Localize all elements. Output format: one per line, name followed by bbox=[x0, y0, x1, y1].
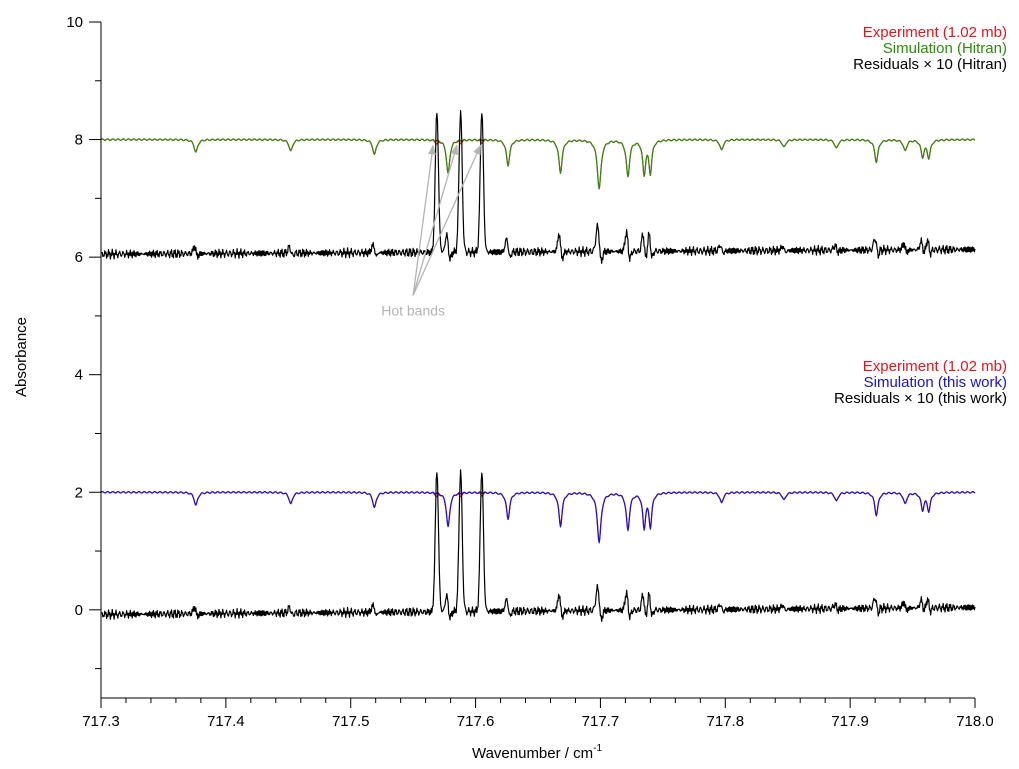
x-tick-label: 717.9 bbox=[831, 713, 869, 730]
x-tick-label: 717.3 bbox=[82, 713, 120, 730]
x-tick-label: 718.0 bbox=[956, 713, 994, 730]
legend-entry: Simulation (Hitran) bbox=[883, 40, 1007, 57]
legend-entry: Residuals × 10 (this work) bbox=[834, 390, 1007, 407]
legend-entry: Residuals × 10 (Hitran) bbox=[853, 56, 1007, 73]
y-tick-label: 0 bbox=[75, 602, 83, 619]
y-tick-label: 10 bbox=[66, 14, 83, 31]
residuals-hitran-line bbox=[100, 109, 976, 264]
simulation-this-work-line bbox=[100, 490, 976, 544]
legend-entry: Experiment (1.02 mb) bbox=[863, 24, 1007, 41]
legends: Experiment (1.02 mb)Simulation (Hitran)R… bbox=[834, 24, 1007, 407]
y-tick-label: 2 bbox=[75, 484, 83, 501]
hot-bands-label: Hot bands bbox=[381, 302, 445, 318]
x-axis-title-main: Wavenumber / cm bbox=[472, 745, 593, 762]
annotation-arrow bbox=[412, 144, 459, 296]
x-ticks: 717.3 717.4 717.5 717.6 717.7 717.8 717.9 718.0 bbox=[82, 698, 994, 730]
y-axis-title: Absorbance bbox=[13, 317, 30, 397]
x-tick-label: 717.8 bbox=[707, 713, 745, 730]
simulation-hitran-line bbox=[100, 138, 976, 190]
x-tick-label: 717.6 bbox=[457, 713, 495, 730]
hot-bands-annotation: Hot bands bbox=[381, 144, 482, 318]
annotation-arrow bbox=[412, 144, 482, 296]
x-tick-label: 717.4 bbox=[207, 713, 245, 730]
annotation-arrow bbox=[412, 144, 436, 296]
plot-lines bbox=[100, 109, 976, 623]
experiment-line-top bbox=[100, 138, 976, 190]
y-tick-label: 4 bbox=[75, 367, 83, 384]
x-tick-label: 717.5 bbox=[332, 713, 370, 730]
y-ticks: 0 2 4 6 8 10 bbox=[66, 14, 101, 670]
legend-entry: Simulation (this work) bbox=[864, 374, 1007, 391]
legend-entry: Experiment (1.02 mb) bbox=[863, 358, 1007, 375]
experiment-line-bottom bbox=[100, 490, 976, 543]
y-tick-label: 6 bbox=[75, 249, 83, 266]
y-tick-label: 8 bbox=[75, 132, 83, 149]
residuals-this-work-line bbox=[100, 469, 976, 623]
x-axis-title-superscript: -1 bbox=[593, 743, 602, 754]
x-tick-label: 717.7 bbox=[582, 713, 620, 730]
x-axis-title: Wavenumber / cm-1 bbox=[472, 743, 602, 762]
